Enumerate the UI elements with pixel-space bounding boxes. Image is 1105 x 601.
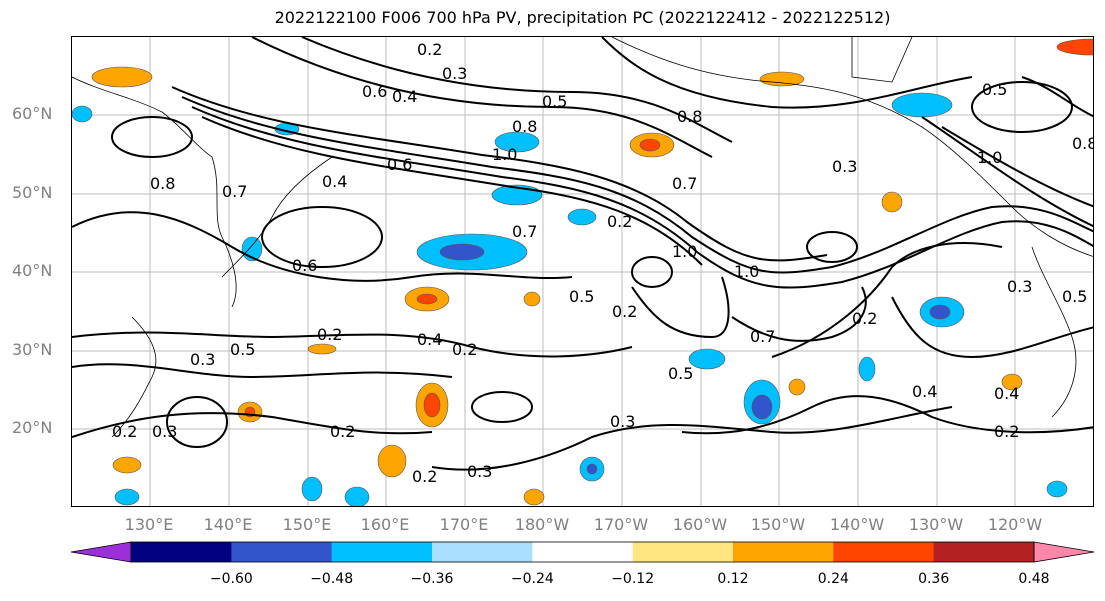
lon-label-120w: 120°W	[987, 515, 1043, 534]
colorbar-tick-label: 0.12	[717, 571, 749, 587]
contour-label: 0.5	[542, 92, 567, 111]
colorbar-tick-label: 0.48	[1018, 571, 1050, 587]
contour-label: 0.4	[392, 87, 417, 106]
contour-label: 1.0	[734, 262, 759, 281]
contour-label: 1.0	[977, 148, 1002, 167]
colorbar-segment	[733, 542, 834, 562]
contour-label: 0.7	[512, 222, 537, 241]
contour-label: 0.4	[322, 172, 347, 191]
lat-label-60n: 60°N	[12, 104, 53, 123]
map-title: 2022122100 F006 700 hPa PV, precipitatio…	[274, 8, 891, 27]
contour-label: 0.3	[467, 462, 492, 481]
lon-label-170e: 170°E	[439, 515, 489, 534]
colorbar-segments	[70, 541, 1095, 563]
colorbar-segment	[231, 542, 333, 562]
colorbar-extend-low	[70, 541, 132, 563]
colorbar-segment	[833, 542, 935, 562]
colorbar-tick-label: −0.12	[611, 571, 655, 587]
lon-label-140e: 140°E	[203, 515, 253, 534]
colorbar-segment	[131, 542, 232, 562]
colorbar-tick-label: −0.48	[310, 571, 354, 587]
contour-label: 0.2	[317, 325, 342, 344]
colorbar	[0, 540, 1105, 574]
lon-label-130w: 130°W	[908, 515, 964, 534]
contour-label: 0.7	[750, 327, 775, 346]
lon-label-150e: 150°E	[282, 515, 332, 534]
colorbar-tick-label: −0.60	[209, 571, 253, 587]
contour-label: 0.6	[387, 155, 412, 174]
contour-label: 0.2	[112, 422, 137, 441]
contour-label: 0.7	[672, 174, 697, 193]
lat-label-30n: 30°N	[12, 340, 53, 359]
map-panel: 0.2 0.3 0.5 0.4 0.6 0.8 1.0 0.7 0.8 0.6 …	[71, 36, 1094, 507]
contour-label: 0.4	[994, 384, 1019, 403]
lon-label-160e: 160°E	[360, 515, 410, 534]
contour-label: 0.5	[668, 364, 693, 383]
contour-label: 0.2	[330, 422, 355, 441]
contour-label: 0.5	[1062, 287, 1087, 306]
contour-label: 0.8	[677, 107, 702, 126]
colorbar-segment	[432, 542, 533, 562]
contour-label: 0.2	[452, 340, 477, 359]
colorbar-tick-label: 0.24	[817, 571, 849, 587]
contour-label: 0.5	[569, 287, 594, 306]
colorbar-segment	[933, 542, 1035, 562]
precip-shading	[72, 38, 1093, 506]
lat-label-40n: 40°N	[12, 261, 53, 280]
colorbar-segment	[632, 542, 734, 562]
contour-label: 0.5	[982, 80, 1007, 99]
lon-label-140w: 140°W	[829, 515, 885, 534]
coastlines	[72, 37, 1093, 438]
lon-label-150w: 150°W	[750, 515, 806, 534]
contour-label: 0.2	[852, 309, 877, 328]
colorbar-tick-label: −0.24	[510, 571, 554, 587]
lat-label-50n: 50°N	[12, 183, 53, 202]
contour-label: 0.4	[912, 382, 937, 401]
contour-label: 0.6	[362, 82, 387, 101]
contour-label: 0.7	[222, 182, 247, 201]
lon-label-180w: 180°W	[514, 515, 570, 534]
map-canvas: 0.2 0.3 0.5 0.4 0.6 0.8 1.0 0.7 0.8 0.6 …	[72, 37, 1094, 506]
contour-label-layer: 0.2 0.3 0.5 0.4 0.6 0.8 1.0 0.7 0.8 0.6 …	[112, 40, 1094, 486]
colorbar-extend-high	[1033, 541, 1095, 563]
colorbar-segment	[331, 542, 433, 562]
contour-label: 0.3	[152, 422, 177, 441]
colorbar-svg	[70, 541, 1095, 563]
lon-label-130e: 130°E	[124, 515, 174, 534]
contour-label: 0.4	[417, 330, 442, 349]
colorbar-tick-label: −0.36	[410, 571, 454, 587]
contour-label: 1.0	[672, 242, 697, 261]
contour-label: 0.8	[150, 174, 175, 193]
contour-label: 0.3	[610, 412, 635, 431]
contour-label: 0.3	[832, 157, 857, 176]
lon-label-170w: 170°W	[593, 515, 649, 534]
contour-label: 0.3	[190, 350, 215, 369]
colorbar-segment	[532, 542, 634, 562]
contour-label: 0.5	[230, 340, 255, 359]
colorbar-outline	[130, 541, 1035, 563]
contour-label: 0.2	[994, 422, 1019, 441]
lon-label-160w: 160°W	[672, 515, 728, 534]
contour-label: 0.8	[512, 117, 537, 136]
contour-label: 0.8	[1072, 134, 1094, 153]
contour-label: 0.2	[412, 467, 437, 486]
contour-label: 0.2	[612, 302, 637, 321]
pv-contours	[72, 37, 1093, 471]
contour-label: 0.6	[292, 256, 317, 275]
contour-label: 0.2	[607, 212, 632, 231]
colorbar-tick-label: 0.36	[918, 571, 950, 587]
contour-label: 0.3	[442, 64, 467, 83]
lat-label-20n: 20°N	[12, 418, 53, 437]
contour-label: 0.2	[417, 40, 442, 59]
contour-label: 0.3	[1007, 277, 1032, 296]
contour-label: 1.0	[492, 145, 517, 164]
